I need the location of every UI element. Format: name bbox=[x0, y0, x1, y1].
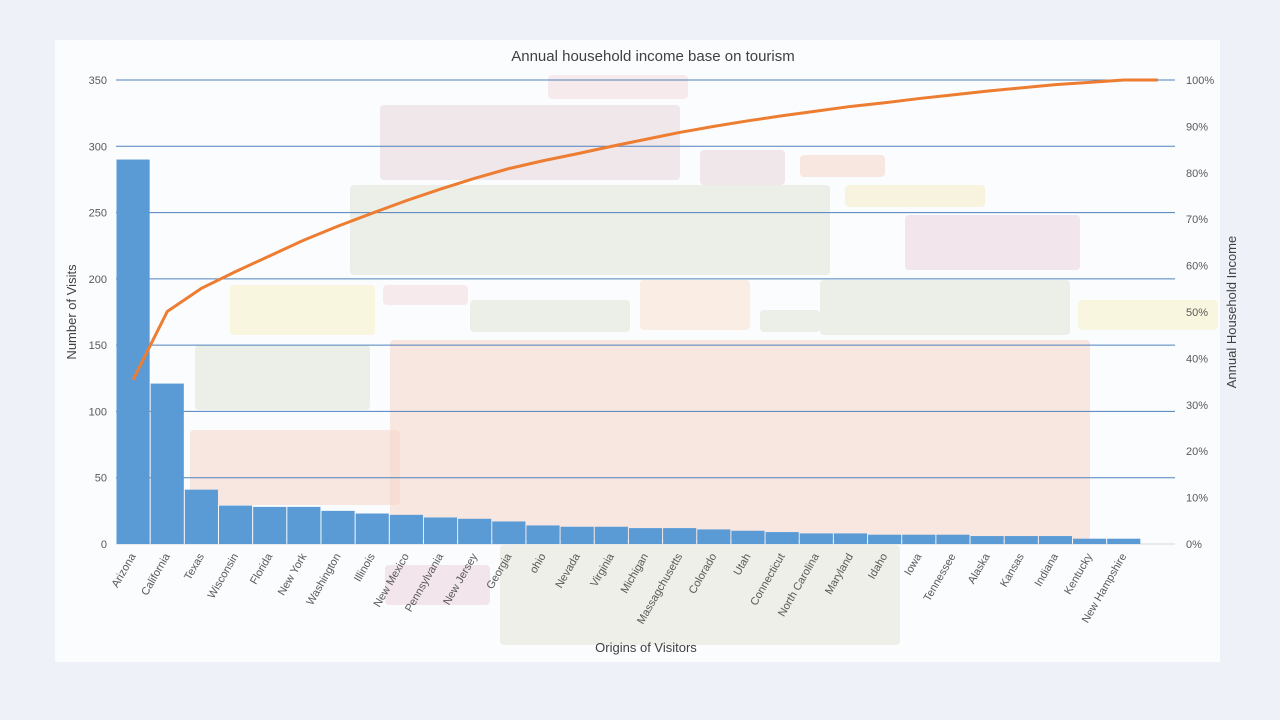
bar-tennessee bbox=[936, 534, 970, 544]
x-tick-label: Wisconsin bbox=[206, 552, 241, 601]
bar-kentucky bbox=[1073, 538, 1107, 544]
x-tick-label: Washington bbox=[304, 552, 343, 608]
bar-wisconsin bbox=[218, 505, 253, 544]
bar-north-carolina bbox=[799, 533, 833, 544]
x-tick-label: Maryland bbox=[823, 552, 856, 597]
x-tick-label: California bbox=[139, 551, 173, 598]
x-axis-label: Origins of Visitors bbox=[595, 640, 697, 655]
bar-iowa bbox=[902, 534, 936, 544]
bar-ohio bbox=[526, 525, 560, 544]
bar-georgia bbox=[492, 521, 526, 544]
y2-tick-label: 100% bbox=[1186, 75, 1214, 87]
y2-tick-label: 30% bbox=[1186, 400, 1208, 412]
x-tick-label: Georgia bbox=[484, 551, 514, 592]
bar-pennsylvania bbox=[423, 517, 458, 544]
x-tick-label: Kansas bbox=[998, 551, 1027, 589]
x-tick-label: Michigan bbox=[619, 552, 651, 596]
x-tick-label: Idaho bbox=[866, 552, 890, 582]
bar-utah bbox=[731, 530, 765, 544]
x-tick-label: New York bbox=[276, 551, 310, 598]
x-tick-label: ohio bbox=[528, 552, 549, 576]
bar-maryland bbox=[833, 533, 868, 544]
x-tick-label: Florida bbox=[248, 551, 276, 587]
y-tick-label: 300 bbox=[89, 141, 107, 153]
x-tick-label: Indiana bbox=[1033, 551, 1062, 589]
cumulative-percent-line bbox=[131, 78, 1158, 381]
bar-arizona bbox=[116, 159, 150, 545]
x-tick-label: Colorado bbox=[687, 552, 720, 597]
y2-tick-label: 70% bbox=[1186, 214, 1208, 226]
bar-colorado bbox=[697, 529, 731, 544]
bar-illinois bbox=[355, 513, 389, 544]
x-tick-label: Tennessee bbox=[922, 552, 959, 604]
y2-tick-label: 40% bbox=[1186, 353, 1208, 365]
bar-massagchusetts bbox=[663, 528, 697, 544]
bar-idaho bbox=[868, 534, 902, 544]
bar-california bbox=[150, 383, 184, 544]
y-tick-label: 200 bbox=[89, 274, 107, 286]
bar-nevada bbox=[560, 526, 594, 544]
y-tick-label: 0 bbox=[101, 539, 107, 551]
y-tick-label: 350 bbox=[89, 75, 107, 87]
bar-texas bbox=[184, 489, 218, 544]
y-tick-label: 50 bbox=[95, 473, 107, 485]
bar-new-jersey bbox=[458, 518, 492, 544]
y-tick-label: 100 bbox=[89, 406, 107, 418]
x-tick-label: Connecticut bbox=[748, 552, 787, 608]
x-tick-label: Illinois bbox=[352, 551, 378, 584]
y2-tick-label: 90% bbox=[1186, 121, 1208, 133]
bar-virginia bbox=[594, 526, 628, 544]
y2-tick-label: 60% bbox=[1186, 261, 1208, 273]
y2-axis-label: Annual Household Income bbox=[1224, 236, 1239, 389]
y2-tick-label: 80% bbox=[1186, 168, 1208, 180]
bar-michigan bbox=[628, 528, 663, 544]
x-tick-label: Kentucky bbox=[1062, 551, 1095, 597]
x-tick-label: Virginia bbox=[588, 551, 617, 589]
y-tick-label: 250 bbox=[89, 208, 107, 220]
x-tick-label: Texas bbox=[182, 551, 207, 582]
x-tick-label: New Mexico bbox=[372, 552, 412, 610]
x-tick-label: Alaska bbox=[966, 551, 993, 586]
bar-florida bbox=[253, 506, 287, 544]
bar-new-mexico bbox=[389, 514, 423, 544]
bar-new-hampshire bbox=[1107, 538, 1141, 544]
bar-kansas bbox=[1004, 536, 1038, 544]
bar-indiana bbox=[1038, 536, 1073, 544]
y2-tick-label: 20% bbox=[1186, 446, 1208, 458]
x-tick-label: Nevada bbox=[553, 551, 583, 591]
bar-new-york bbox=[287, 506, 321, 544]
y-axis-label: Number of Visits bbox=[64, 264, 79, 360]
y-tick-label: 150 bbox=[89, 340, 107, 352]
y2-tick-label: 10% bbox=[1186, 493, 1208, 505]
x-tick-label: Utah bbox=[732, 552, 754, 578]
chart-title: Annual household income base on tourism bbox=[511, 48, 795, 65]
bar-connecticut bbox=[765, 532, 799, 544]
bar-washington bbox=[321, 510, 355, 544]
x-tick-label: New Jersey bbox=[441, 551, 480, 607]
y2-tick-label: 0% bbox=[1186, 539, 1202, 551]
x-tick-label: Arizona bbox=[110, 551, 139, 590]
y2-tick-label: 50% bbox=[1186, 307, 1208, 319]
x-tick-label: Iowa bbox=[902, 551, 924, 578]
bar-alaska bbox=[970, 536, 1004, 544]
